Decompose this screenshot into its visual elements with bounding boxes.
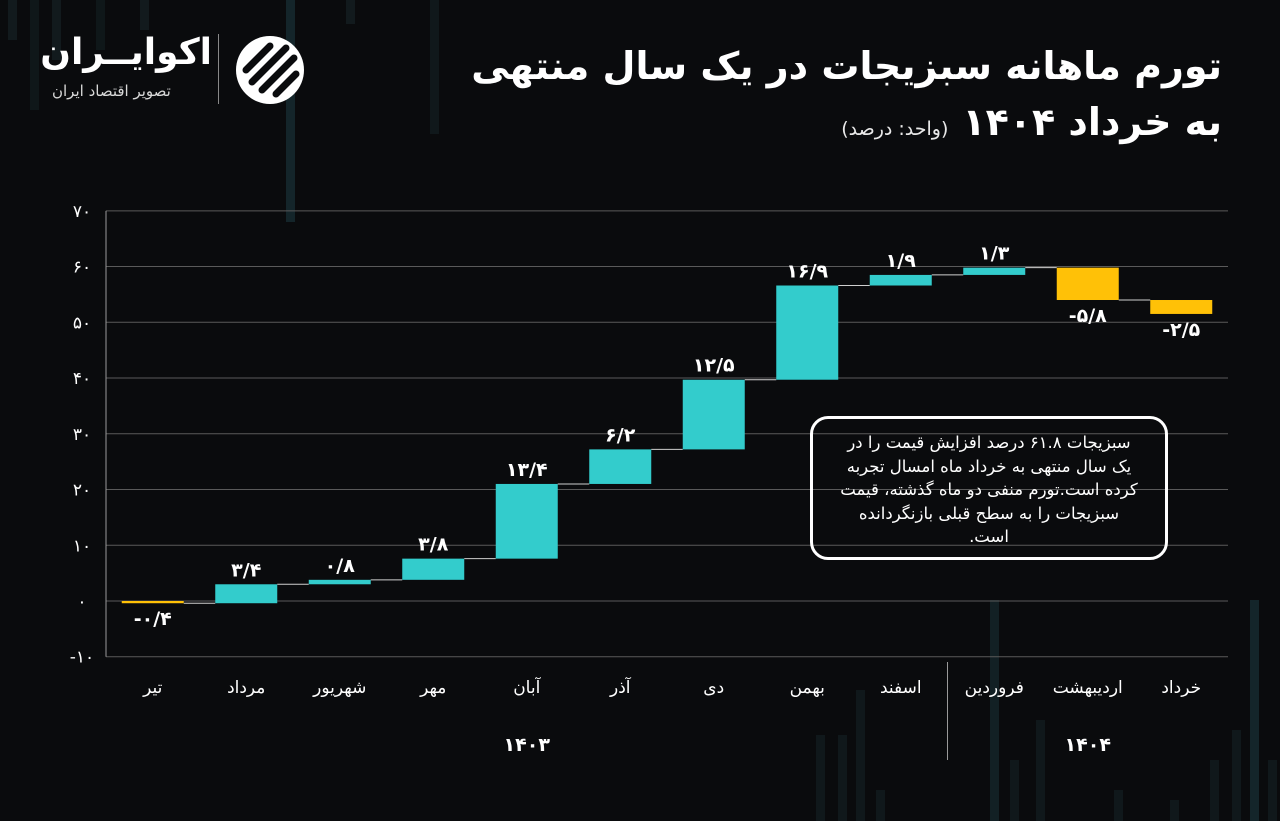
background-bar <box>816 735 825 821</box>
y-tick-label: ۲۰ <box>73 481 91 501</box>
waterfall-bar <box>963 267 1026 275</box>
data-label: -۵/۸ <box>1069 305 1107 327</box>
year-group-label: ۱۴۰۳ <box>504 734 551 756</box>
callout-box: سبزیجات ۶۱.۸ درصد افزایش قیمت را در یک س… <box>810 416 1168 560</box>
waterfall-bar <box>402 558 465 580</box>
title-line-2-text: به خرداد ۱۴۰۴ <box>962 100 1222 144</box>
logo-divider <box>218 34 219 104</box>
waterfall-bar <box>495 483 558 559</box>
logo-tagline: تصویر اقتصاد ایران <box>52 82 171 100</box>
data-label: ۱/۳ <box>979 243 1010 265</box>
waterfall-bar <box>869 274 932 286</box>
logo: اکوایــران تصویر اقتصاد ایران <box>40 32 310 112</box>
x-tick-label: اردیبهشت <box>1053 678 1123 698</box>
y-tick-label: ۳۰ <box>73 425 91 445</box>
x-tick-label: مهر <box>419 678 446 698</box>
waterfall-bar <box>1150 300 1213 314</box>
background-bar <box>30 0 39 110</box>
waterfall-bar <box>589 449 652 484</box>
unit-label: (واحد: درصد) <box>841 118 949 140</box>
x-tick-label: فروردین <box>965 678 1024 698</box>
logo-mark-icon <box>236 36 304 104</box>
waterfall-bar <box>308 579 371 585</box>
background-bar <box>1010 760 1019 821</box>
x-tick-label: خرداد <box>1161 678 1201 698</box>
background-bar <box>1114 790 1123 821</box>
x-tick-label: آذر <box>609 676 632 698</box>
y-tick-label: ۷۰ <box>73 202 91 222</box>
background-bar <box>8 0 17 40</box>
background-bar <box>346 0 355 24</box>
y-tick-label: ۴۰ <box>73 369 91 389</box>
background-bar <box>1036 720 1045 821</box>
background-bar <box>838 735 847 821</box>
waterfall-bar <box>215 584 278 604</box>
chart-title: تورم ماهانه سبزیجات در یک سال منتهی به خ… <box>462 38 1222 157</box>
x-tick-label: مرداد <box>227 678 265 698</box>
waterfall-bar <box>121 601 184 604</box>
background-bar <box>856 690 865 821</box>
x-tick-label: دی <box>703 678 724 698</box>
data-label: -۰/۴ <box>134 608 172 630</box>
background-bar <box>1268 760 1277 821</box>
background-bar <box>140 0 149 30</box>
background-bar <box>1232 730 1241 821</box>
data-label: ۱/۹ <box>886 250 917 272</box>
background-bar <box>52 0 61 60</box>
x-tick-label: تیر <box>142 678 163 698</box>
background-bar <box>96 0 105 50</box>
background-bar <box>1250 600 1259 821</box>
year-group-label: ۱۴۰۴ <box>1065 734 1111 756</box>
data-label: ۱۲/۵ <box>693 355 735 377</box>
waterfall-bar <box>1056 267 1119 301</box>
title-line-2: به خرداد ۱۴۰۴ (واحد: درصد) <box>462 94 1222 157</box>
y-tick-label: ۰ <box>77 592 86 612</box>
background-bar <box>876 790 885 821</box>
y-tick-label: ۵۰ <box>73 313 91 333</box>
x-tick-label: اسفند <box>880 678 922 698</box>
y-tick-label: ۶۰ <box>73 258 91 278</box>
data-label: ۶/۲ <box>605 424 636 446</box>
data-label: ۱۳/۴ <box>506 459 548 481</box>
y-tick-label: -۱۰ <box>70 648 94 668</box>
data-label: ۳/۸ <box>418 534 449 556</box>
x-tick-label: شهریور <box>312 678 366 698</box>
background-bar <box>1210 760 1219 821</box>
data-label: ۱۶/۹ <box>786 261 828 283</box>
background-bar <box>286 0 295 222</box>
waterfall-bar <box>776 285 839 380</box>
background-bar <box>1170 800 1179 821</box>
background-bar <box>430 0 439 134</box>
logo-name: اکوایــران <box>40 32 212 73</box>
data-label: -۲/۵ <box>1162 319 1200 341</box>
title-line-1: تورم ماهانه سبزیجات در یک سال منتهی <box>471 44 1222 88</box>
background-bar <box>990 600 999 821</box>
data-label: ۰/۸ <box>325 555 356 577</box>
y-tick-label: ۱۰ <box>73 536 91 556</box>
data-label: ۳/۴ <box>231 559 261 581</box>
waterfall-bar <box>682 379 745 450</box>
x-tick-label: بهمن <box>790 678 825 698</box>
x-tick-label: آبان <box>513 676 541 698</box>
